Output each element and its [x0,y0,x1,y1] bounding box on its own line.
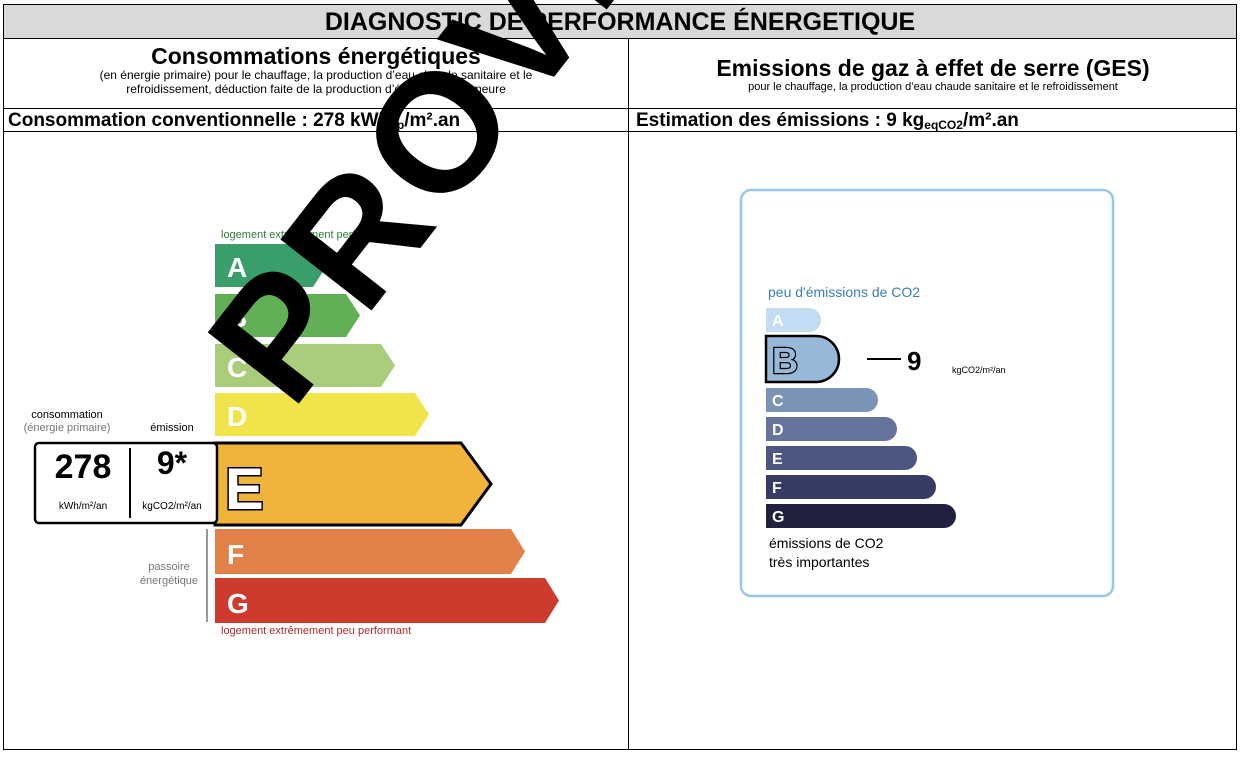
header-divider [3,108,1237,109]
dpe-value-box [33,441,219,525]
ges-class-bar-d [766,417,897,441]
ges-class-bar-a [766,308,821,332]
ges-summary-sub: eqCO2 [924,118,963,132]
dpe-bottom-label: logement extrêmement peu performant [221,625,411,637]
ges-class-letter-c: C [772,393,784,410]
dpe-class-bar-b [215,294,360,337]
ges-unit: kgCO2/m²/an [952,365,1006,375]
summary-divider [3,131,1237,132]
dpe-class-letter-d: D [227,401,247,432]
ges-class-bar-e [766,446,917,470]
dpe-class-letter-f: F [227,539,244,570]
passoire-label-2: énergétique [140,575,198,587]
consumption-heading: Consommations énergétiques [151,43,481,69]
page-title: DIAGNOSTIC DE PERFORMANCE ÉNERGETIQUE [3,4,1237,39]
ges-class-bar-c [766,388,878,412]
consumption-summary-text: Consommation conventionnelle : 278 kWh [8,110,391,131]
ges-bottom-label-2: très importantes [769,554,869,570]
dpe-class-bar-f [215,529,525,574]
dpe-class-letter-g: G [227,588,249,619]
dpe-consumption-label: consommation [31,409,103,421]
ges-value: 9 [907,346,921,376]
ges-class-bar-b [764,334,841,384]
dpe-emission-label: émission [150,422,193,434]
dpe-class-bar-d [215,393,429,436]
dpe-emission-unit: kgCO2/m²/an [142,501,201,512]
ges-class-letter-g: G [772,509,784,526]
consumption-summary: Consommation conventionnelle : 278 kWhep… [8,110,460,136]
ges-class-letter-a: A [772,313,784,330]
ges-class-letter-e: E [772,451,783,468]
consumption-summary-sub: ep [390,118,405,132]
consumption-subtitle-1: (en énergie primaire) pour le chauffage,… [99,68,533,82]
ges-summary-text: Estimation des émissions : 9 kg [636,110,925,131]
ges-class-letter-f: F [772,480,782,497]
ges-class-letter-d: D [772,422,784,439]
dpe-class-letter-a: A [227,252,247,283]
ges-class-bar-g [766,504,956,528]
ges-header: Emissions de gaz à effet de serre (GES) … [629,56,1237,94]
ges-heading: Emissions de gaz à effet de serre (GES) [716,55,1150,81]
ges-class-letter-b: B [772,340,798,381]
dpe-consumption-unit: kWh/m²/an [59,501,107,512]
dpe-class-letter-e: E [225,457,264,522]
dpe-consumption-sublabel: (énergie primaire) [24,422,111,434]
consumption-header: Consommations énergétiques (en énergie p… [4,44,628,96]
dpe-consumption-value: 278 [55,448,112,486]
consumption-subtitle-2: refroidissement, déduction faite de la p… [126,82,506,96]
ges-summary: Estimation des émissions : 9 kgeqCO2/m².… [636,110,1019,136]
ges-subtitle: pour le chauffage, la production d’eau c… [748,81,1118,93]
ges-top-label: peu d'émissions de CO2 [768,284,920,300]
ges-summary-unit: /m².an [962,110,1019,131]
ges-class-bar-f [766,475,936,499]
dpe-class-bar-a [215,244,327,287]
dpe-emission-value: 9* [157,445,188,481]
column-divider [628,38,629,750]
consumption-summary-unit: /m².an [404,110,461,131]
dpe-class-bar-c [215,344,395,387]
passoire-label-1: passoire [148,561,190,573]
dpe-class-letter-c: C [227,352,247,383]
dpe-top-label: logement extrêmement performant [221,229,390,241]
dpe-class-bar-g [215,578,559,623]
dpe-class-letter-b: B [227,302,247,333]
ges-bottom-label-1: émissions de CO2 [769,535,884,551]
